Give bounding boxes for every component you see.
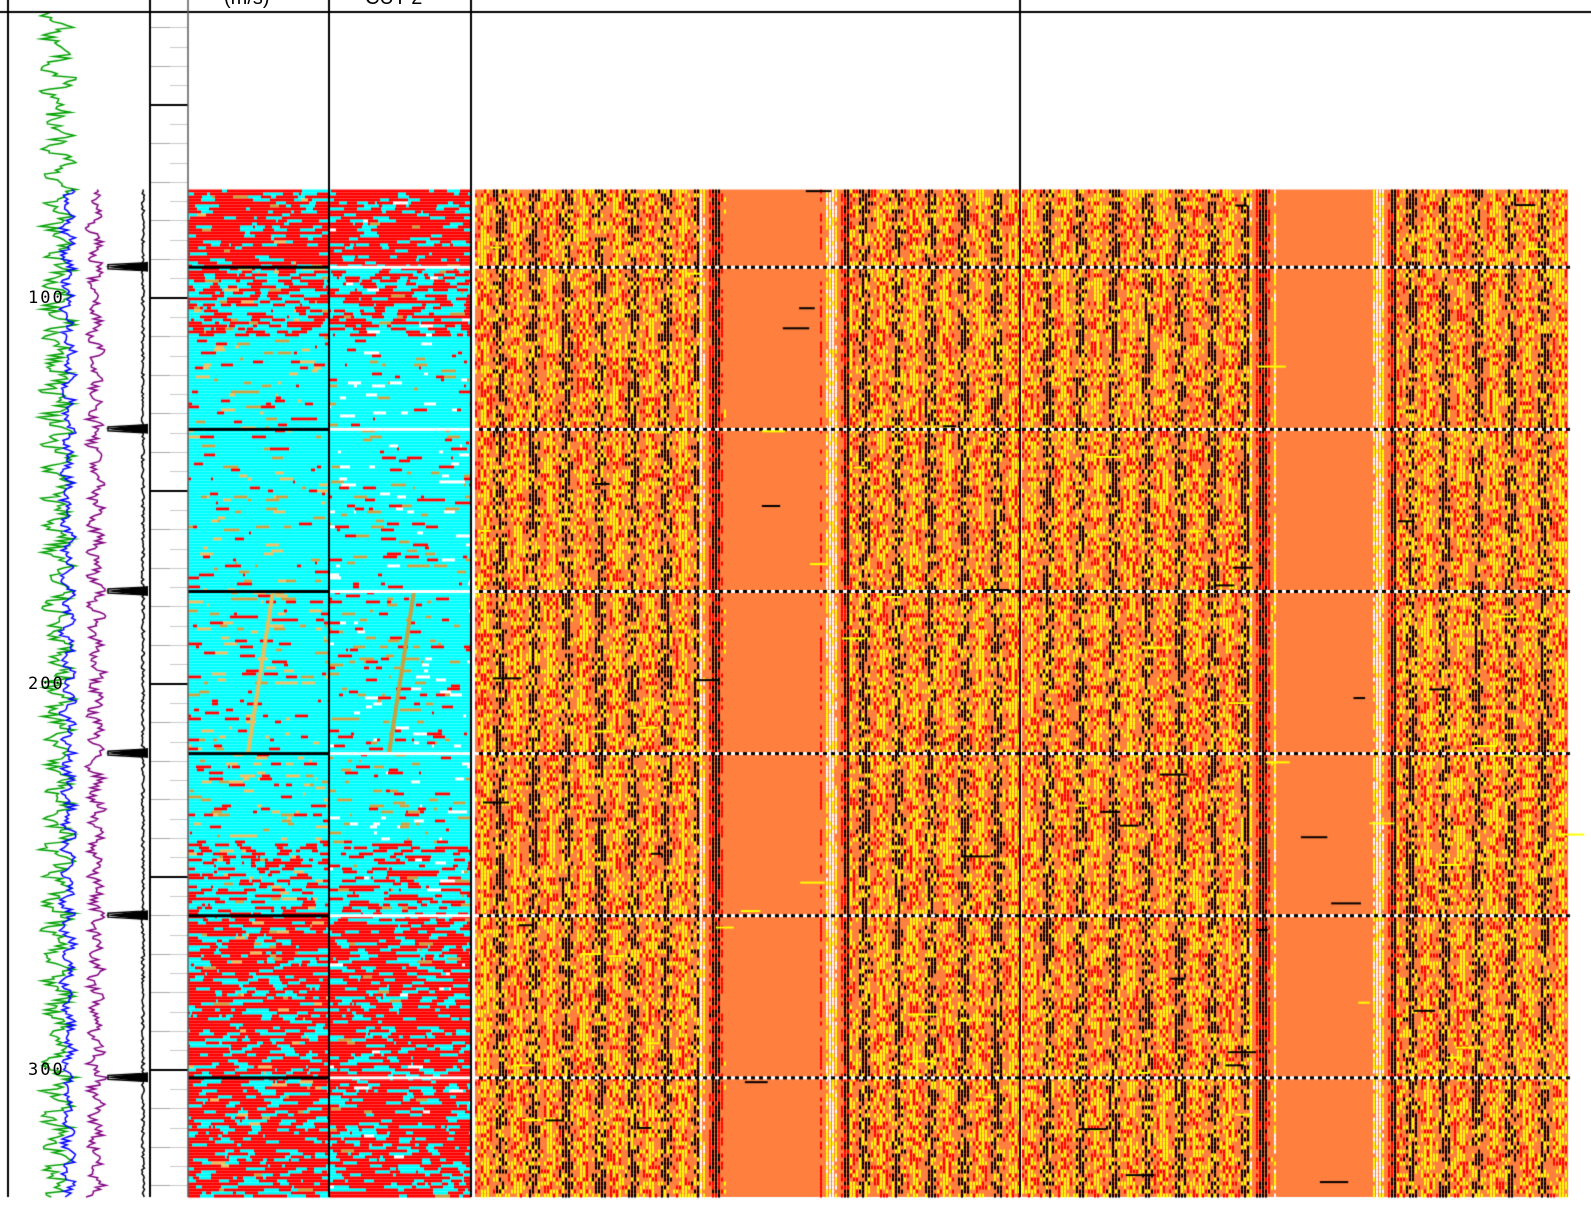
track3-unit-label: (m/s)	[224, 0, 270, 10]
depth-tick-label: 300	[28, 1059, 65, 1080]
depth-tick-label: 200	[28, 673, 65, 694]
track4-header-label: CUT 2	[365, 0, 422, 10]
depth-tick-label: 100	[28, 287, 65, 308]
